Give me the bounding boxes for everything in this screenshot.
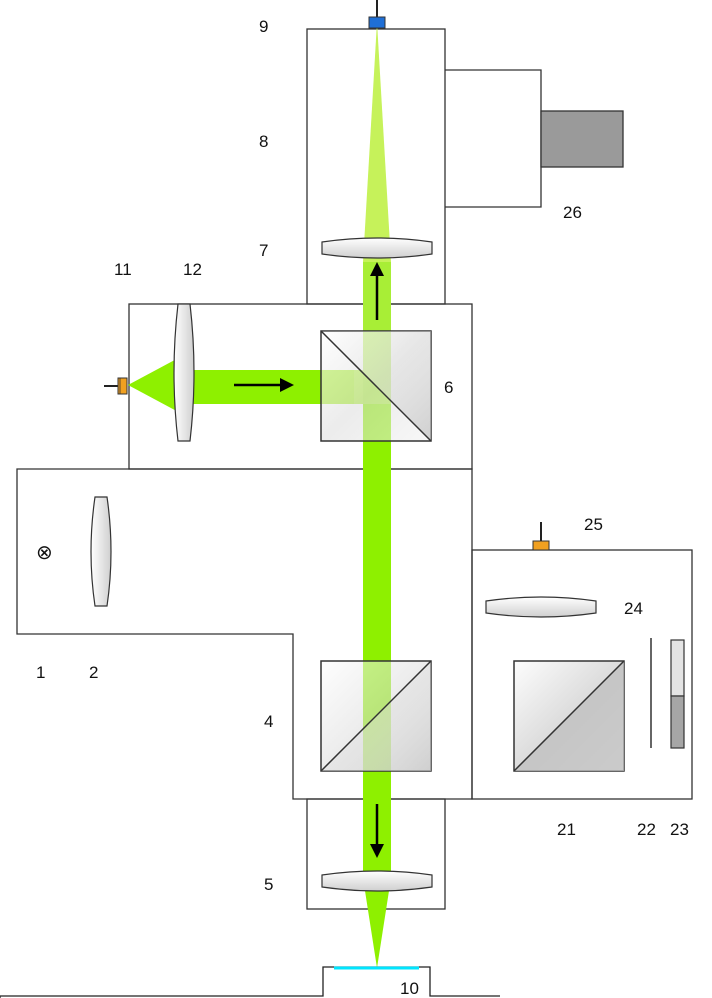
lens-5 [321, 870, 433, 892]
arrow-down [370, 804, 384, 858]
lens-7 [321, 237, 433, 259]
label-1: 1 [36, 663, 45, 682]
arrow-right [234, 378, 294, 392]
detector-23-top [670, 639, 685, 697]
lamp-icon: ⊗ [36, 542, 53, 564]
label-2: 2 [89, 663, 98, 682]
lens-12 [173, 303, 195, 442]
detection-housing [471, 549, 693, 800]
fiber-connector-9 [368, 0, 386, 29]
label-25: 25 [584, 515, 603, 534]
label-23: 23 [670, 820, 689, 839]
label-11: 11 [114, 260, 132, 279]
camera-body [540, 110, 624, 168]
label-8: 8 [259, 132, 268, 151]
fiber-connector-25 [532, 522, 550, 551]
illumination-housing [16, 468, 473, 800]
camera-adapter-housing [445, 69, 542, 208]
label-24: 24 [624, 599, 643, 618]
laser-cone-beam [128, 355, 184, 415]
beam-splitter-cube-4 [320, 660, 432, 772]
label-9: 9 [259, 17, 268, 36]
label-6: 6 [444, 378, 453, 397]
arrow-up [370, 262, 384, 320]
label-12: 12 [183, 260, 202, 279]
lens-24 [485, 596, 597, 618]
sample-stage [0, 966, 500, 998]
label-7: 7 [259, 241, 268, 260]
label-21: 21 [557, 820, 576, 839]
label-10: 10 [400, 979, 419, 998]
beam-splitter-cube-21 [513, 660, 625, 772]
main-vertical-beam [363, 404, 391, 878]
detector-23-bottom [670, 695, 685, 749]
upward-beam-focus [363, 22, 391, 262]
label-26: 26 [563, 203, 582, 222]
lens-2 [90, 496, 112, 607]
label-5: 5 [264, 875, 273, 894]
label-22: 22 [637, 820, 656, 839]
fiber-connector-11 [104, 377, 128, 395]
label-4: 4 [264, 712, 273, 731]
beam-focus-to-sample [363, 878, 391, 968]
beam-splitter-cube-6 [320, 330, 432, 442]
